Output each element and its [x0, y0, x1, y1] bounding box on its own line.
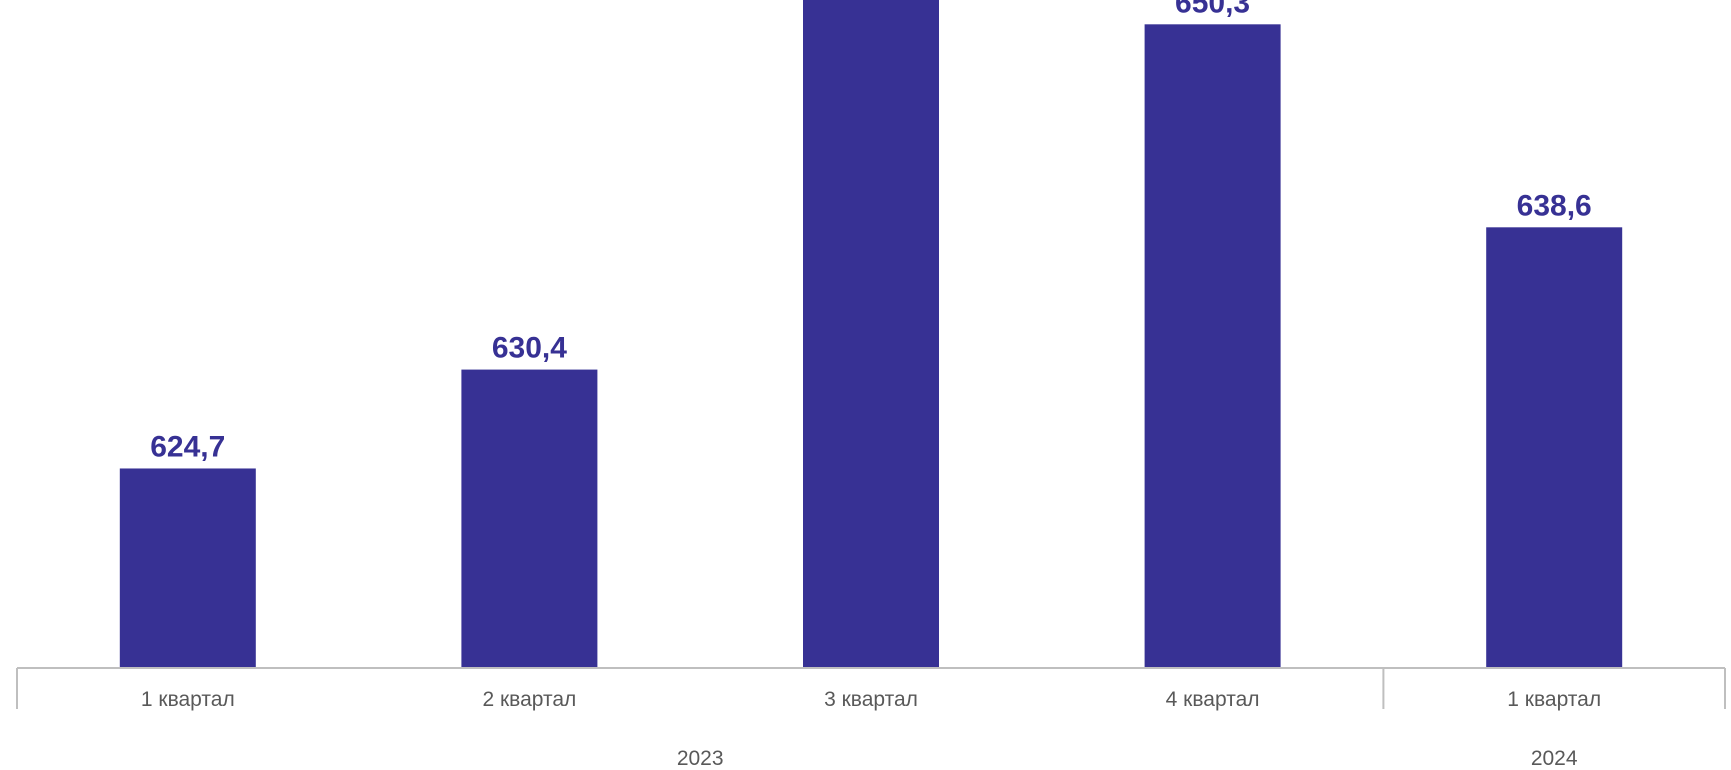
category-label: 3 квартал [824, 688, 918, 711]
bar [1486, 227, 1623, 668]
bar [1144, 24, 1281, 668]
year-label: 2024 [1531, 747, 1578, 770]
bar [461, 369, 598, 668]
data-label: 638,6 [1517, 189, 1592, 222]
category-label: 1 квартал [1507, 688, 1601, 711]
bar [803, 0, 939, 669]
data-label: 624,7 [150, 430, 225, 463]
year-label: 2023 [677, 747, 724, 770]
category-label: 1 квартал [141, 688, 235, 711]
data-label: 650,3 [1175, 0, 1250, 19]
data-label: 630,4 [492, 332, 567, 365]
category-label: 4 квартал [1166, 688, 1260, 711]
category-label: 2 квартал [482, 688, 576, 711]
bar [119, 468, 256, 668]
